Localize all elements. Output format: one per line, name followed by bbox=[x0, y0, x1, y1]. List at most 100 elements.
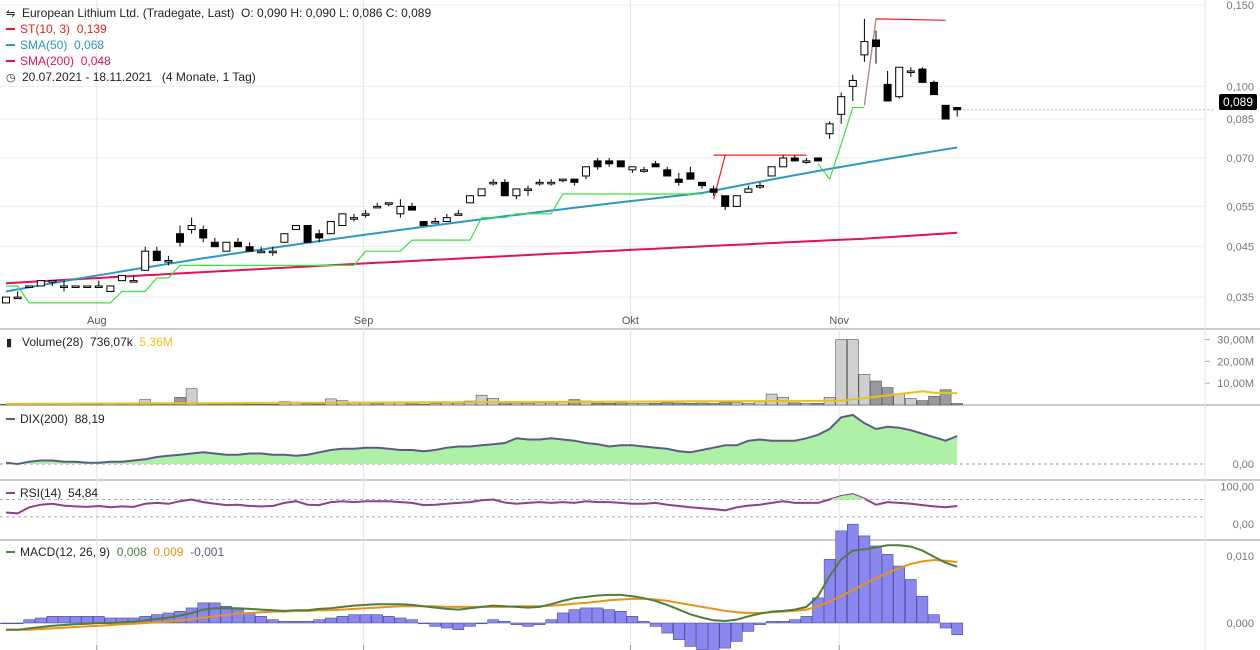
sma50-label: SMA(50) bbox=[20, 38, 68, 52]
macd-histogram-bar bbox=[301, 621, 314, 624]
candle-body bbox=[176, 233, 184, 243]
candle-body bbox=[860, 41, 869, 56]
macd-histogram-bar bbox=[928, 614, 940, 624]
price-tick-label: 0,035 bbox=[1226, 292, 1254, 304]
macd-histogram-bar bbox=[58, 616, 70, 624]
candle-body bbox=[94, 285, 103, 288]
macd-histogram-bar bbox=[313, 619, 325, 624]
sma50-swatch bbox=[6, 43, 15, 46]
volume-bar bbox=[452, 402, 465, 406]
macd-histogram-bar bbox=[0, 622, 12, 625]
candle-body bbox=[593, 160, 602, 168]
macd-histogram-bar bbox=[615, 611, 627, 624]
candle-body bbox=[779, 157, 788, 168]
macd-histogram-bar bbox=[209, 602, 221, 624]
macd-histogram-bar bbox=[499, 621, 511, 624]
candle-body bbox=[350, 217, 358, 220]
supertrend-support-line-2 bbox=[817, 106, 865, 181]
rsi-swatch bbox=[6, 491, 15, 494]
candle-body bbox=[953, 107, 962, 111]
volume-bar bbox=[858, 374, 871, 406]
macd-histogram-bar bbox=[267, 619, 279, 624]
candle-body bbox=[941, 104, 950, 120]
macd-histogram-bar bbox=[557, 612, 569, 624]
volume-bar bbox=[788, 402, 801, 406]
candle-body bbox=[60, 285, 68, 288]
candle-body bbox=[547, 181, 556, 185]
candle-body bbox=[906, 70, 915, 73]
candle-body bbox=[744, 188, 753, 193]
candle-body bbox=[895, 66, 904, 98]
volume-bar bbox=[603, 402, 616, 406]
volume-legend: ▮ Volume(28) 736,07k 5,36M bbox=[6, 335, 173, 349]
volume-bar bbox=[591, 402, 604, 406]
candle-body bbox=[721, 195, 730, 207]
dix-legend: DIX(200) 88,19 bbox=[6, 412, 105, 426]
x-tick-label: Sep bbox=[354, 315, 374, 327]
dix-tick-label: 0,00 bbox=[1233, 459, 1254, 471]
volume-bar bbox=[614, 402, 627, 406]
volume-bar bbox=[185, 388, 198, 406]
macd-histogram-bar bbox=[673, 622, 685, 640]
candle-body bbox=[837, 96, 846, 115]
macd-histogram-bar bbox=[951, 622, 963, 635]
ohlc-values: O: 0,090 H: 0,090 L: 0,086 C: 0,089 bbox=[241, 6, 432, 20]
macd-histogram-bar bbox=[336, 616, 349, 624]
price-tick-label: 0,070 bbox=[1226, 153, 1254, 165]
macd-histogram-bar bbox=[255, 616, 267, 624]
macd-signal-value: 0,009 bbox=[153, 545, 184, 559]
candle-body bbox=[466, 195, 474, 204]
volume-bar bbox=[951, 403, 964, 406]
volume-bar bbox=[371, 403, 384, 406]
rsi-value: 54,84 bbox=[68, 486, 99, 500]
macd-histogram-bar bbox=[591, 607, 604, 624]
volume-bar bbox=[429, 403, 442, 406]
macd-histogram-bar bbox=[278, 621, 291, 624]
candle-body bbox=[872, 39, 880, 47]
macd-histogram-bar bbox=[719, 622, 731, 649]
candle-body bbox=[187, 225, 196, 231]
candle-body bbox=[245, 246, 254, 252]
macd-histogram-bar bbox=[23, 619, 35, 624]
volume-bar bbox=[232, 403, 244, 406]
volume-bar bbox=[928, 395, 940, 406]
macd-tick-label: 0,010 bbox=[1226, 551, 1254, 563]
macd-histogram-bar bbox=[406, 619, 418, 624]
candle-body bbox=[477, 188, 486, 197]
legend-sma50: SMA(50) 0,068 bbox=[6, 37, 431, 53]
macd-tick-label: 0,000 bbox=[1226, 618, 1254, 630]
candle-body bbox=[442, 217, 451, 223]
macd-histogram-bar bbox=[464, 622, 476, 627]
macd-histogram-bar bbox=[290, 621, 302, 624]
macd-histogram-bar bbox=[893, 565, 905, 624]
macd-histogram-bar bbox=[568, 609, 581, 624]
candle-body bbox=[825, 123, 834, 135]
macd-histogram-bar bbox=[429, 622, 441, 627]
macd-histogram-bar bbox=[475, 622, 488, 625]
candle-body bbox=[303, 225, 312, 243]
macd-swatch bbox=[6, 550, 15, 553]
candle-body bbox=[268, 250, 277, 254]
candle-body bbox=[732, 195, 741, 207]
candle-body bbox=[48, 280, 57, 283]
volume-bar bbox=[707, 403, 720, 406]
macd-histogram-bar bbox=[11, 622, 24, 625]
supertrend-support-line bbox=[6, 193, 702, 304]
macd-histogram-bar bbox=[661, 622, 673, 634]
rsi-label: RSI(14) bbox=[20, 486, 62, 500]
volume-bar bbox=[765, 393, 778, 406]
macd-histogram-bar bbox=[939, 622, 952, 629]
macd-histogram-bar bbox=[835, 530, 847, 624]
macd-histogram-bar bbox=[626, 616, 639, 624]
sma50-value: 0,068 bbox=[74, 38, 105, 52]
candle-body bbox=[454, 213, 463, 216]
volume-bar bbox=[638, 403, 650, 406]
volume-avg-value: 5,36M bbox=[139, 335, 173, 349]
candle-body bbox=[663, 169, 672, 177]
macd-histogram-bar bbox=[905, 579, 917, 624]
macd-histogram-bar bbox=[185, 607, 198, 624]
macd-histogram-bar bbox=[638, 621, 650, 624]
candle-body bbox=[152, 250, 161, 262]
volume-bar bbox=[533, 402, 546, 406]
macd-label: MACD(12, 26, 9) bbox=[20, 545, 111, 559]
